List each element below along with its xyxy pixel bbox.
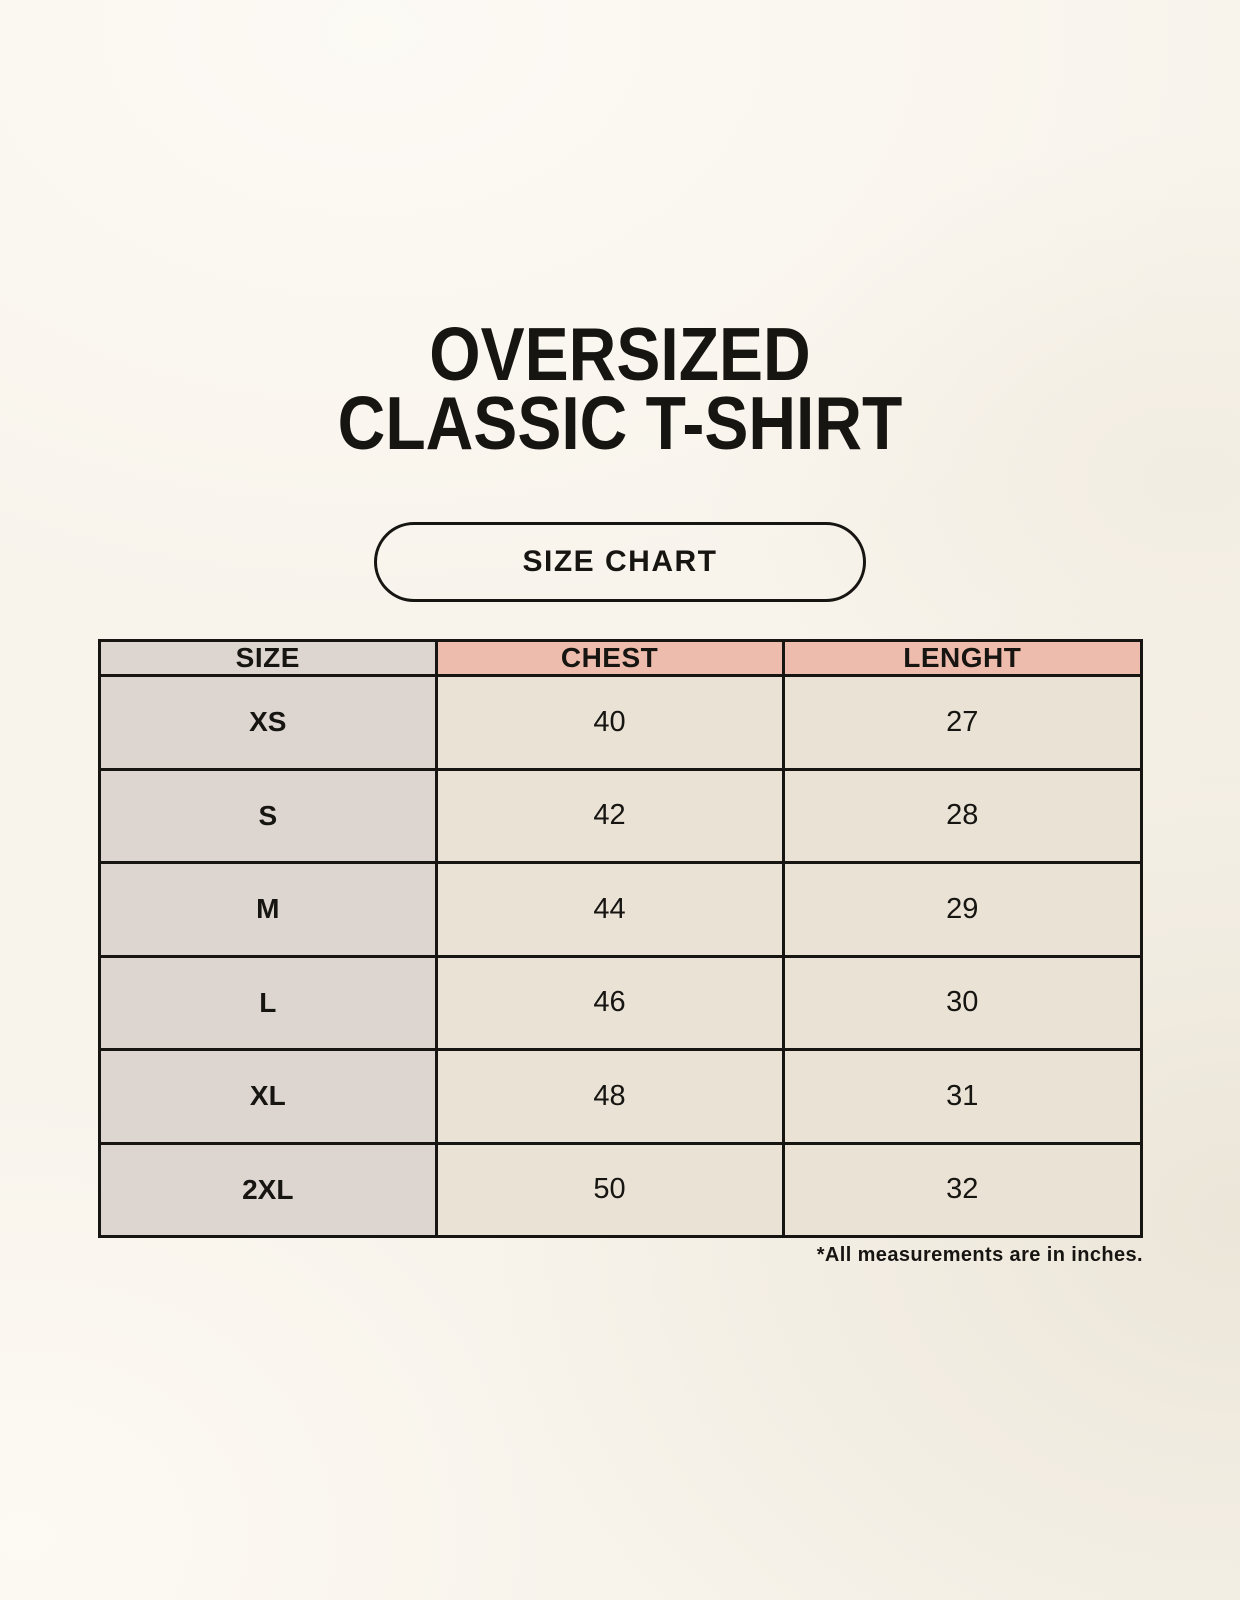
size-chart-table: SIZE CHEST LENGHT XS 40 27 S 42 28 M 44 … bbox=[98, 639, 1144, 1238]
length-value: 31 bbox=[781, 1048, 1144, 1145]
column-header-lenght: LENGHT bbox=[781, 639, 1144, 677]
column-header-chest: CHEST bbox=[434, 639, 785, 677]
size-label: 2XL bbox=[98, 1141, 438, 1238]
measurements-note: *All measurements are in inches. bbox=[816, 1244, 1143, 1266]
chest-value: 40 bbox=[434, 674, 785, 771]
table-header-row: SIZE CHEST LENGHT bbox=[98, 639, 1144, 677]
table-row-2xl: 2XL 50 32 bbox=[98, 1141, 1144, 1238]
length-value: 30 bbox=[781, 954, 1144, 1051]
chest-value: 44 bbox=[434, 861, 785, 958]
chest-value: 50 bbox=[434, 1141, 785, 1238]
size-chart-button[interactable]: SIZE CHART bbox=[374, 522, 866, 602]
table-row-xs: XS 40 27 bbox=[98, 674, 1144, 771]
column-header-size: SIZE bbox=[98, 639, 438, 677]
table-row-s: S 42 28 bbox=[98, 767, 1144, 864]
size-label: XL bbox=[98, 1048, 438, 1145]
chest-value: 48 bbox=[434, 1048, 785, 1145]
table-row-l: L 46 30 bbox=[98, 954, 1144, 1051]
table-row-xl: XL 48 31 bbox=[98, 1048, 1144, 1145]
size-label: M bbox=[98, 861, 438, 958]
size-chart-button-label: SIZE CHART bbox=[522, 545, 718, 578]
length-value: 27 bbox=[781, 674, 1144, 771]
page-title: OVERSIZED CLASSIC T-SHIRT bbox=[74, 312, 1165, 465]
size-label: XS bbox=[98, 674, 438, 771]
chest-value: 46 bbox=[434, 954, 785, 1051]
table-row-m: M 44 29 bbox=[98, 861, 1144, 958]
size-label: S bbox=[98, 767, 438, 864]
length-value: 29 bbox=[781, 861, 1144, 958]
length-value: 28 bbox=[781, 767, 1144, 864]
page-title-line-1: OVERSIZED bbox=[429, 312, 811, 396]
size-label: L bbox=[98, 954, 438, 1051]
length-value: 32 bbox=[781, 1141, 1144, 1238]
page-title-line-2: CLASSIC T-SHIRT bbox=[337, 381, 903, 465]
chest-value: 42 bbox=[434, 767, 785, 864]
